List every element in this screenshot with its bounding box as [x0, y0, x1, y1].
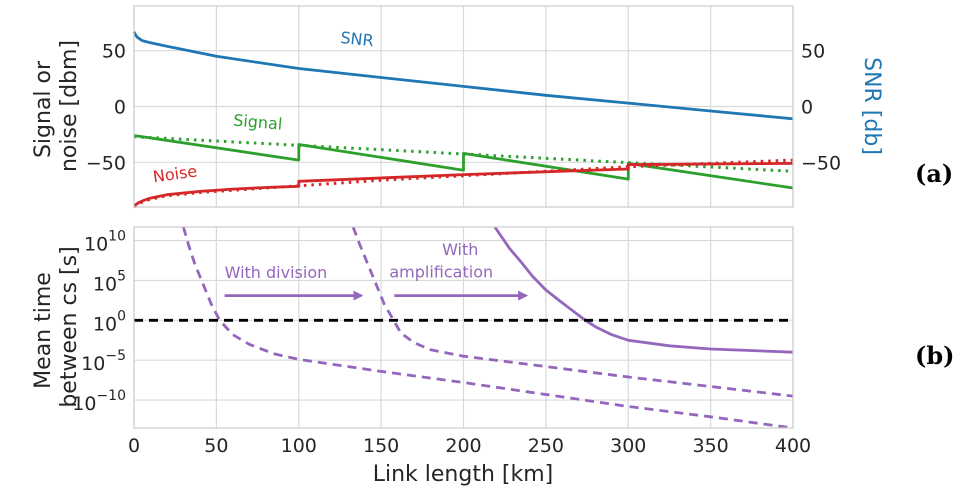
bottom-x-tick-label: 200	[445, 435, 481, 457]
bottom-annotations: With division With amplification	[224, 240, 529, 301]
bottom-y-tick-label: 10−10	[72, 388, 126, 415]
bottom-ylabel-line2: between cs [s]	[57, 246, 82, 407]
bottom-x-tick-label: 350	[692, 435, 728, 457]
top-frame	[133, 5, 794, 208]
top-series-line-4	[133, 158, 794, 209]
bottom-x-tick-label: 0	[128, 435, 140, 457]
top-series-group	[132, 31, 794, 209]
top-right-tick-label: 0	[801, 97, 813, 119]
top-right-tick-label: 50	[801, 41, 825, 63]
top-right-tick-label: −50	[801, 152, 841, 174]
bottom-series-line-0	[182, 227, 793, 428]
bottom-y-tick-label: 105	[93, 268, 126, 295]
bottom-x-tick-label: 250	[528, 435, 564, 457]
bottom-annotation-2: amplification	[389, 262, 493, 281]
bottom-x-tick-label: 150	[363, 435, 399, 457]
bottom-series-line-2	[493, 227, 793, 354]
bottom-x-tick-label: 300	[610, 435, 646, 457]
bottom-ylabel-line1: Mean time	[31, 272, 56, 389]
top-ylabel-left: Signal or noise [dbm]	[31, 40, 82, 172]
bottom-x-tick-label: 50	[204, 435, 228, 457]
top-ylabel-right: SNR [db]	[859, 57, 884, 155]
top-annotation-snr: SNR	[340, 28, 375, 50]
bottom-x-tick-label: 400	[775, 435, 811, 457]
bottom-x-tick-label: 100	[281, 435, 317, 457]
top-chart-panel: 50 0 −50 50 0 −50 SNR Signal Noise Signal or n…	[31, 5, 953, 209]
bottom-xlabel: Link length [km]	[373, 462, 554, 487]
bottom-grid	[133, 227, 794, 428]
bottom-frame	[133, 226, 794, 429]
top-left-ticks: 50 0 −50	[86, 41, 126, 175]
panel-label-b: (b)	[915, 341, 955, 370]
top-series-line-0	[132, 31, 794, 121]
top-left-tick-label: 50	[102, 41, 126, 63]
bottom-y-tick-label: 100	[93, 308, 126, 335]
bottom-annotation-0: With division	[225, 263, 328, 282]
top-left-tick-label: 0	[114, 97, 126, 119]
bottom-series-group	[134, 227, 793, 428]
panel-label-a: (a)	[915, 159, 953, 188]
bottom-annotation-1: With	[442, 240, 478, 259]
top-ylabel-left-line2: noise [dbm]	[57, 40, 82, 172]
top-annotation-noise: Noise	[152, 161, 199, 186]
top-annotation-signal: Signal	[233, 111, 284, 134]
top-left-tick-label: −50	[86, 152, 126, 174]
bottom-ylabel: Mean time between cs [s]	[31, 246, 82, 407]
top-right-ticks: 50 0 −50	[801, 41, 841, 175]
bottom-x-ticks: 0 50 100 150 200 250 300 350 400	[128, 435, 811, 457]
bottom-series-line-1	[351, 227, 793, 398]
bottom-y-ticks: 1010 105 100 10−5 10−10	[72, 229, 126, 416]
top-ylabel-left-line1: Signal or	[31, 60, 56, 158]
bottom-y-tick-label: 10−5	[81, 348, 126, 375]
bottom-chart-panel: 1010 105 100 10−5 10−10 0 50 100 150 200 250 300 35…	[31, 226, 955, 487]
bottom-y-tick-label: 1010	[84, 229, 126, 256]
